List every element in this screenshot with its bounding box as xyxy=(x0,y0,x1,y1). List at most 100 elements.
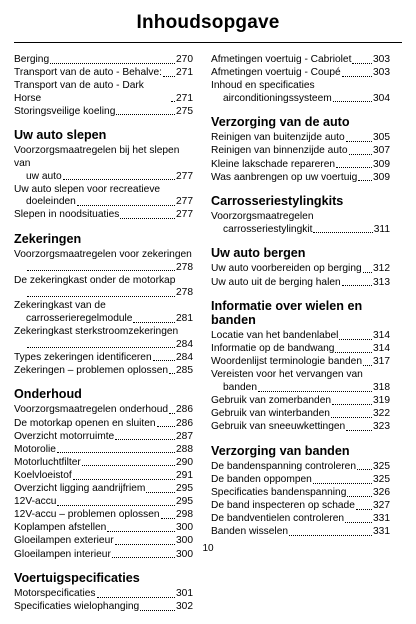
dot-leader xyxy=(171,101,175,103)
toc-entry-page: 298 xyxy=(176,509,193,521)
toc-entry[interactable]: Storingsveilige koeling 275 xyxy=(14,106,193,119)
toc-entry[interactable]: Voorzorgsmaatregelen carrosseriestylingki… xyxy=(211,211,390,236)
toc-section-onderhoud: Onderhoud Voorzorgsmaatregelen onderhoud 2… xyxy=(14,387,193,561)
toc-entry[interactable]: Transport van de auto - Behalve: 271 xyxy=(14,67,193,80)
dot-leader xyxy=(347,495,372,497)
dot-leader xyxy=(146,491,175,493)
toc-section-uw-auto-slepen: Uw auto slepen Voorzorgsmaatregelen bij h… xyxy=(14,128,193,222)
toc-entry[interactable]: Gebruik van zomerbanden 319 xyxy=(211,395,390,408)
toc-entry[interactable]: De zekeringkast onder de motorkap 278 xyxy=(14,275,193,300)
toc-entry-title: Koelvloeistof xyxy=(14,469,72,481)
section-heading: Zekeringen xyxy=(14,232,82,247)
toc-entry[interactable]: Banden wisselen 331 xyxy=(211,526,390,539)
toc-entry[interactable]: De bandventielen controleren 331 xyxy=(211,513,390,526)
toc-entry-page: 284 xyxy=(176,338,193,350)
toc-entry-title: De band inspecteren op schade xyxy=(211,500,355,512)
toc-entry[interactable]: Informatie op de bandwang 314 xyxy=(211,343,390,356)
section-heading: Uw auto slepen xyxy=(14,128,107,143)
toc-entry[interactable]: Gebruik van winterbanden 322 xyxy=(211,408,390,421)
toc-entry-title: Voorzorgsmaatregelen onderhoud xyxy=(14,404,169,416)
toc-entry-title: Uw auto slepen voor recreatieve xyxy=(14,183,161,195)
toc-entry[interactable]: Motorolie 288 xyxy=(14,444,193,457)
dot-leader xyxy=(348,154,372,156)
toc-section-verzorging-van-de-auto: Verzorging van de auto Reinigen van buite… xyxy=(211,115,390,184)
toc-entry[interactable]: De band inspecteren op schade 327 xyxy=(211,500,390,513)
toc-entry[interactable]: Specificaties bandenspanning 326 xyxy=(211,487,390,500)
toc-entry[interactable]: Slepen in noodsituaties 277 xyxy=(14,209,193,222)
toc-entry[interactable]: Gebruik van sneeuwkettingen 323 xyxy=(211,421,390,434)
dot-leader xyxy=(330,416,372,418)
toc-entry[interactable]: Motorspecificaties 301 xyxy=(14,588,193,601)
toc-entry-title: 12V-accu – problemen oplossen xyxy=(14,509,160,521)
section-heading: Verzorging van banden xyxy=(211,443,350,458)
toc-entry-page: 309 xyxy=(373,158,390,170)
toc-entry[interactable]: Koelvloeistof 291 xyxy=(14,470,193,483)
toc-entry[interactable]: Overzicht ligging aandrijfriem 295 xyxy=(14,483,193,496)
toc-entry[interactable]: Overzicht motorruimte 287 xyxy=(14,431,193,444)
toc-entry[interactable]: Voorzorgsmaatregelen bij het slepen van u… xyxy=(14,145,193,183)
toc-entry-page: 285 xyxy=(176,364,193,376)
toc-entry[interactable]: Inhoud en specificaties airconditioningss… xyxy=(211,80,390,105)
toc-entry-page: 305 xyxy=(373,132,390,144)
toc-left-column: Berging 270 Transport van de auto - Behalv… xyxy=(14,54,193,624)
toc-entry[interactable]: Zekeringkast sterkstroomzekeringen 284 xyxy=(14,326,193,351)
toc-entry[interactable]: Uw auto uit de berging halen 313 xyxy=(211,277,390,290)
toc-entry[interactable]: Transport van de auto - Dark Horse 271 xyxy=(14,80,193,105)
toc-entry-title: Motorluchtfilter xyxy=(14,456,81,468)
toc-entry-page: 331 xyxy=(373,513,390,525)
toc-entry[interactable]: Specificaties wielophanging 302 xyxy=(14,601,193,614)
toc-entry[interactable]: Motorluchtfilter 290 xyxy=(14,457,193,470)
dot-leader xyxy=(116,114,175,116)
toc-entry[interactable]: Uw auto slepen voor recreatieve doeleinde… xyxy=(14,184,193,209)
toc-entry-title: Banden wisselen xyxy=(211,526,289,538)
toc-entry-title: Overzicht ligging aandrijfriem xyxy=(14,483,146,495)
dot-leader xyxy=(358,180,372,182)
dot-leader xyxy=(57,504,175,506)
toc-entry-title: Gloeilampen interieur xyxy=(14,548,111,560)
toc-entry[interactable]: Koplampen afstellen 300 xyxy=(14,522,193,535)
dot-leader xyxy=(111,557,175,559)
section-heading: Onderhoud xyxy=(14,387,82,402)
toc-entry-title: Woordenlijst terminologie banden xyxy=(211,356,363,368)
toc-entry-title: Specificaties bandenspanning xyxy=(211,487,347,499)
toc-entry[interactable]: Zekeringen – problemen oplossen 285 xyxy=(14,365,193,378)
dot-leader xyxy=(335,351,372,353)
toc-section-continued: Berging 270 Transport van de auto - Behalv… xyxy=(14,54,193,118)
toc-entry[interactable]: De bandenspanning controleren 325 xyxy=(211,461,390,474)
toc-entry[interactable]: 12V-accu – problemen oplossen 298 xyxy=(14,509,193,522)
toc-entry[interactable]: Voorzorgsmaatregelen onderhoud 286 xyxy=(14,404,193,417)
toc-entry[interactable]: De motorkap openen en sluiten 286 xyxy=(14,418,193,431)
toc-entry[interactable]: Woordenlijst terminologie banden 317 xyxy=(211,356,390,369)
toc-entry[interactable]: Zekeringkast van de carrosserieregelmodul… xyxy=(14,300,193,325)
dot-leader xyxy=(81,465,175,467)
dot-leader xyxy=(152,360,175,362)
toc-entry[interactable]: De banden oppompen 325 xyxy=(211,474,390,487)
toc-entry-page: 277 xyxy=(176,170,193,182)
toc-entry[interactable]: Vereisten voor het vervangen van banden 31… xyxy=(211,369,390,394)
dot-leader xyxy=(289,534,372,536)
toc-entry-title: Gloeilampen exterieur xyxy=(14,535,114,547)
dot-leader xyxy=(72,478,175,480)
toc-entry[interactable]: 12V-accu 295 xyxy=(14,496,193,509)
toc-entry[interactable]: Reinigen van binnenzijde auto 307 xyxy=(211,145,390,158)
toc-entry[interactable]: Reinigen van buitenzijde auto 305 xyxy=(211,132,390,145)
toc-entry-title: Koplampen afstellen xyxy=(14,522,107,534)
toc-entry[interactable]: Afmetingen voertuig - Coupé 303 xyxy=(211,67,390,80)
toc-entry[interactable]: Gloeilampen exterieur 300 xyxy=(14,535,193,548)
toc-entry-page: 322 xyxy=(373,408,390,420)
toc-entry-title: De bandventielen controleren xyxy=(211,513,345,525)
toc-entry-title: De banden oppompen xyxy=(211,473,312,485)
toc-entry-page: 312 xyxy=(373,263,390,275)
toc-entry[interactable]: Voorzorgsmaatregelen voor zekeringen 278 xyxy=(14,249,193,274)
toc-entry[interactable]: Kleine lakschade repareren 309 xyxy=(211,159,390,172)
toc-entry[interactable]: Gloeilampen interieur 300 xyxy=(14,549,193,562)
toc-entry[interactable]: Was aanbrengen op uw voertuig 309 xyxy=(211,172,390,185)
dot-leader xyxy=(312,482,372,484)
toc-right-column: Afmetingen voertuig - Cabriolet 303 Afmeti… xyxy=(211,54,390,549)
toc-entry[interactable]: Berging 270 xyxy=(14,54,193,67)
toc-entry[interactable]: Locatie van het bandenlabel 314 xyxy=(211,330,390,343)
toc-entry[interactable]: Afmetingen voertuig - Cabriolet 303 xyxy=(211,54,390,67)
toc-entry[interactable]: Types zekeringen identificeren 284 xyxy=(14,352,193,365)
toc-entry-title: De zekeringkast onder de motorkap xyxy=(14,274,176,286)
toc-entry[interactable]: Uw auto voorbereiden op berging 312 xyxy=(211,263,390,276)
